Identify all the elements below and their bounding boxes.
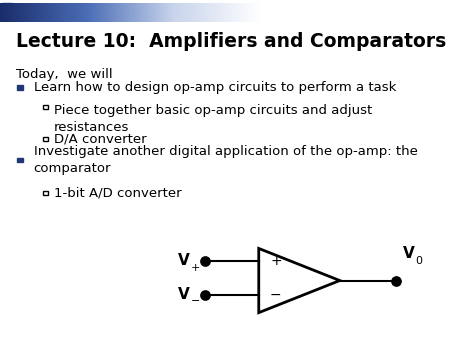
Text: Today,  we will: Today, we will: [16, 68, 112, 80]
FancyBboxPatch shape: [43, 191, 48, 195]
Text: V: V: [403, 246, 414, 261]
Text: 0: 0: [415, 256, 423, 266]
Text: Piece together basic op-amp circuits and adjust
resistances: Piece together basic op-amp circuits and…: [54, 104, 372, 134]
Bar: [2, 3, 12, 14]
Text: Lecture 10:  Amplifiers and Comparators: Lecture 10: Amplifiers and Comparators: [16, 32, 446, 51]
FancyBboxPatch shape: [43, 137, 48, 141]
Text: V: V: [178, 287, 189, 301]
Point: [201, 258, 208, 264]
Point: [201, 292, 208, 297]
Point: [392, 278, 400, 283]
Text: D/A converter: D/A converter: [54, 133, 147, 146]
Text: −: −: [270, 288, 282, 302]
Text: Learn how to design op-amp circuits to perform a task: Learn how to design op-amp circuits to p…: [34, 81, 396, 94]
Text: 1-bit A/D converter: 1-bit A/D converter: [54, 187, 182, 200]
Bar: [17, 85, 23, 90]
Text: V: V: [178, 253, 189, 268]
Text: −: −: [190, 296, 200, 307]
Text: Investigate another digital application of the op-amp: the
comparator: Investigate another digital application …: [34, 145, 418, 175]
Bar: [17, 158, 23, 162]
FancyBboxPatch shape: [43, 105, 48, 109]
Text: +: +: [270, 254, 282, 268]
Text: +: +: [190, 263, 200, 273]
